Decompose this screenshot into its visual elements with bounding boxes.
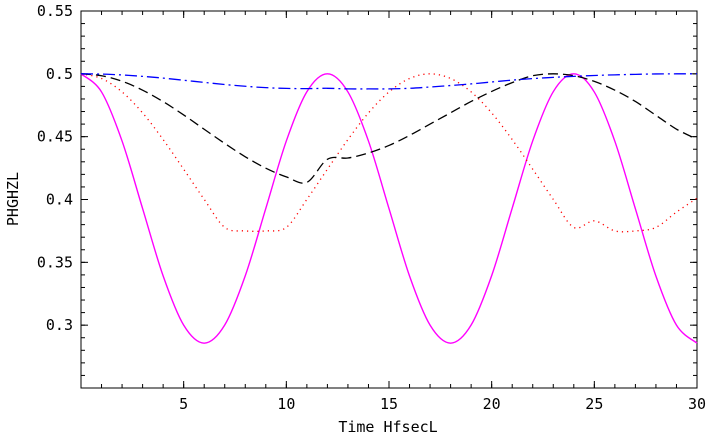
series-line-2-dotted (80, 73, 698, 233)
x-tick-label: 20 (483, 395, 501, 413)
plot-frame (80, 10, 698, 389)
y-tick-label: 0.45 (37, 128, 73, 146)
x-tick-label: 10 (277, 395, 295, 413)
y-axis: 0.3 0.35 0.4 0.45 0.5 0.55 (37, 2, 697, 389)
y-tick-label: 0.4 (46, 191, 73, 209)
series-line-1-solid (80, 73, 698, 344)
y-tick-label: 0.55 (37, 2, 73, 20)
series-line-3-dashed (80, 73, 698, 184)
y-tick-label: 0.35 (37, 253, 73, 271)
x-tick-label: 30 (688, 395, 706, 413)
plot-area (80, 10, 698, 389)
y-tick-label: 0.3 (46, 316, 73, 334)
x-tick-label: 15 (380, 395, 398, 413)
y-axis-label: PHGHZL (4, 172, 22, 226)
series-lines (80, 73, 698, 344)
x-axis: 5 10 15 20 25 30 (80, 11, 706, 413)
y-tick-label: 0.5 (46, 65, 73, 83)
x-axis-label: Time HfsecL (338, 418, 437, 436)
x-tick-label: 25 (585, 395, 603, 413)
series-line-4-dashdot (80, 73, 698, 90)
x-tick-label: 5 (179, 395, 188, 413)
